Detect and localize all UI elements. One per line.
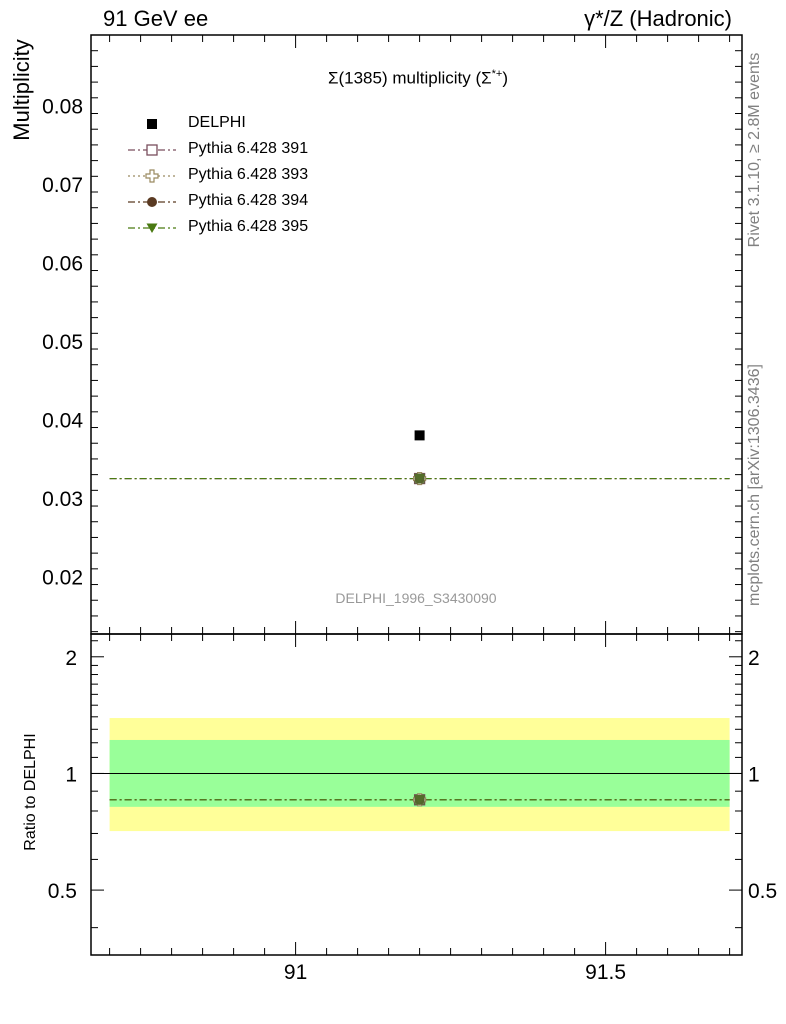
plot-title-superscript: *+ — [491, 68, 503, 80]
y-tick-label: 0.07 — [42, 174, 83, 197]
ratio-uncertainty-bands — [109, 718, 730, 832]
data-point-delphi — [414, 430, 425, 441]
y-tick-label: 0.05 — [42, 331, 83, 354]
mcplots-label: mcplots.cern.ch [arXiv:1306.3436] — [746, 364, 763, 606]
process-label: γ*/Z (Hadronic) — [584, 6, 732, 31]
legend-label-series-1: Pythia 6.428 391 — [188, 140, 309, 157]
legend-label-series-3: Pythia 6.428 394 — [188, 192, 309, 209]
y-tick-label: 0.04 — [42, 410, 83, 433]
legend-label-series-2: Pythia 6.428 393 — [188, 166, 309, 183]
ratio-tick-label-left: 2 — [65, 647, 77, 670]
plot-title-main: Σ(1385) multiplicity (Σ — [327, 68, 492, 88]
plot-frames — [90, 34, 743, 956]
legend-marker-series-2 — [145, 169, 159, 183]
ratio-panel-frame — [90, 633, 743, 956]
ratio-tick-label-right: 0.5 — [748, 880, 777, 903]
plot-title-close: ) — [502, 68, 509, 88]
ratio-tick-label-left: 0.5 — [48, 880, 77, 903]
ratio-tick-label-left: 1 — [65, 763, 77, 786]
ratio-series-point-overlap — [414, 794, 425, 805]
legend-marker-series-1 — [146, 144, 158, 156]
legend-marker-series-3 — [147, 197, 157, 207]
x-tick-label: 91 — [284, 961, 307, 984]
y-tick-label: 0.06 — [42, 253, 83, 276]
legend-label-series-4: Pythia 6.428 395 — [188, 218, 309, 235]
legend-label-data: DELPHI — [188, 114, 246, 131]
ratio-tick-label-right: 1 — [748, 763, 760, 786]
analysis-id: DELPHI_1996_S3430090 — [335, 590, 497, 606]
legend-marker-series-3-shape — [147, 197, 157, 207]
ratio-tick-label-right: 2 — [748, 647, 760, 670]
axis-ticks: 0.02 0.03 0.04 0.05 0.06 0.07 0.08 91 91.5 0.5 0.5… — [42, 35, 777, 984]
ratio-y-axis-label: Ratio to DELPHI — [22, 733, 39, 851]
legend-marker-data-shape — [147, 119, 157, 129]
rivet-version-label: Rivet 3.1.10, ≥ 2.8M events — [746, 52, 763, 248]
y-tick-label: 0.08 — [42, 96, 83, 119]
legend-marker-series-4 — [146, 223, 158, 233]
data-point-delphi-shape — [414, 430, 425, 441]
energy-label: 91 GeV ee — [103, 6, 209, 31]
x-tick-label: 91.5 — [585, 961, 626, 984]
legend-marker-series-2-shape — [145, 169, 159, 183]
legend-marker-series-4-shape — [146, 223, 158, 233]
y-axis-label: Multiplicity — [9, 39, 34, 141]
series-point-overlap — [414, 473, 425, 484]
data-marks — [91, 430, 742, 807]
y-tick-label: 0.02 — [42, 567, 83, 590]
legend-marker-data — [147, 119, 157, 129]
y-tick-label: 0.03 — [42, 488, 83, 511]
plot-title: Σ(1385) multiplicity (Σ*+) — [328, 68, 508, 89]
legend-markers — [128, 119, 176, 233]
legend-marker-series-1-shape — [146, 144, 158, 156]
